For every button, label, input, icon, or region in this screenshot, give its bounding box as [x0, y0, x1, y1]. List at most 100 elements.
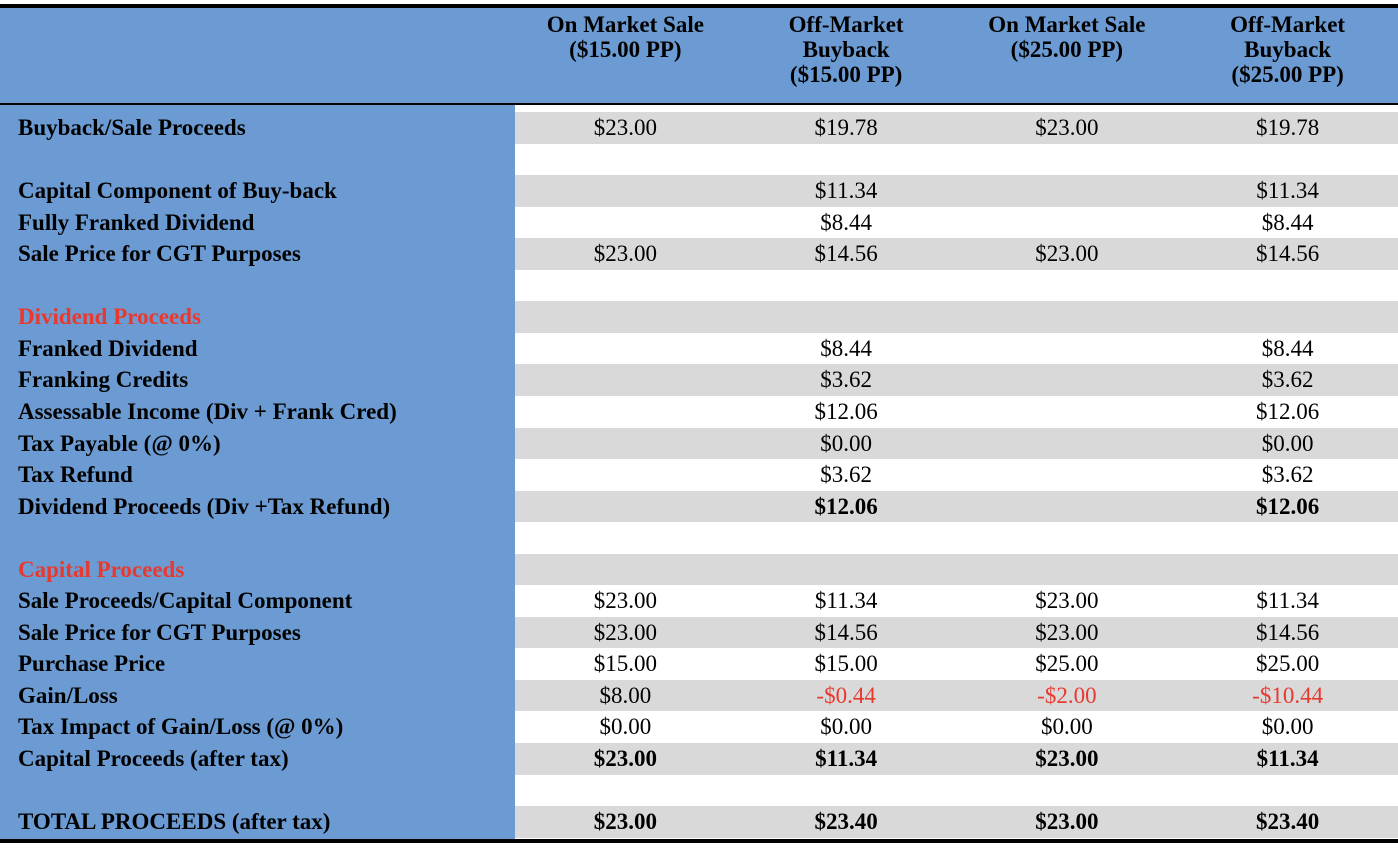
row-label: Purchase Price [18, 651, 166, 677]
row-label: Tax Impact of Gain/Loss (@ 0%) [18, 714, 344, 740]
row-background [515, 711, 1398, 744]
row-label: Tax Refund [18, 462, 133, 488]
header-line: On Market Sale [546, 12, 704, 37]
cell-value: $8.44 [820, 335, 872, 361]
header-line: Off-Market [788, 12, 904, 37]
cell-value: $15.00 [593, 651, 657, 677]
header-line: ($25.00 PP) [1231, 62, 1344, 87]
cell-value: $8.44 [1261, 209, 1314, 235]
cell-value: $23.00 [1035, 619, 1099, 645]
column-header: On Market Sale ($25.00 PP) [957, 12, 1178, 62]
cell-value: $0.00 [1041, 714, 1093, 740]
cell-value: $12.06 [1256, 398, 1320, 424]
row-label: Sale Price for CGT Purposes [18, 241, 301, 267]
header-line: Buyback [1244, 37, 1332, 62]
cell-value: -$2.00 [1037, 682, 1097, 708]
cell-value: $11.34 [1256, 178, 1319, 204]
cell-value: $14.56 [814, 241, 878, 267]
header-rule [0, 103, 1398, 105]
cell-value: $19.78 [1256, 115, 1320, 140]
cell-value: $23.00 [593, 619, 657, 645]
row-label: Franked Dividend [18, 335, 198, 361]
cell-value: $25.00 [1256, 651, 1320, 677]
cell-value: $23.00 [1035, 809, 1099, 835]
row-label: Dividend Proceeds (Div +Tax Refund) [18, 493, 391, 519]
cell-value: $11.34 [1256, 746, 1319, 771]
row-label: Gain/Loss [18, 682, 118, 708]
row-background [515, 806, 1398, 839]
row-background [515, 585, 1398, 618]
row-label: Tax Payable (@ 0%) [18, 430, 221, 456]
cell-value: $23.40 [814, 809, 878, 835]
cell-value: $23.00 [1035, 588, 1099, 614]
row-label: Sale Price for CGT Purposes [18, 619, 301, 645]
row-background [515, 459, 1398, 492]
header-line: Off-Market [1230, 12, 1346, 37]
top-border [0, 4, 1398, 8]
cell-value: $23.00 [593, 115, 657, 140]
cell-value: $8.00 [599, 682, 652, 708]
row-background [515, 490, 1398, 523]
row-background [515, 427, 1398, 460]
cell-value: $23.00 [1035, 746, 1099, 771]
cell-value: $23.40 [1256, 809, 1320, 835]
row-background [515, 143, 1398, 176]
cell-value: $23.00 [593, 241, 657, 267]
row-background [515, 269, 1398, 302]
header-line: Buyback [802, 37, 890, 62]
cell-value: $11.34 [815, 746, 878, 771]
cell-value: $23.00 [1035, 241, 1099, 267]
cell-value: $14.56 [1256, 241, 1320, 267]
row-background [515, 522, 1398, 555]
row-label: Capital Proceeds (after tax) [18, 746, 289, 771]
column-header: On Market Sale ($15.00 PP) [515, 12, 736, 62]
cell-value: $0.00 [599, 714, 652, 740]
cell-value: $0.00 [1261, 430, 1314, 456]
row-label: Sale Proceeds/Capital Component [18, 588, 353, 614]
cell-value: $8.44 [1261, 335, 1314, 361]
cell-value: $14.56 [814, 619, 878, 645]
row-background [515, 679, 1398, 713]
header-line: ($25.00 PP) [1010, 37, 1124, 62]
label-column-background [0, 105, 515, 839]
cell-value: $12.06 [1256, 493, 1320, 519]
cell-value: $3.62 [1261, 367, 1314, 393]
cell-value: $3.62 [820, 462, 872, 488]
row-background [515, 364, 1398, 397]
section-heading: Capital Proceeds [18, 556, 185, 582]
row-background [515, 206, 1398, 239]
cell-value: $0.00 [820, 430, 872, 456]
row-background [515, 112, 1398, 145]
cell-value: $15.00 [814, 651, 878, 677]
row-background [515, 743, 1398, 776]
section-heading: Dividend Proceeds [18, 304, 201, 330]
bottom-border [0, 839, 1398, 843]
cell-value: $0.00 [1261, 714, 1314, 740]
row-background [515, 648, 1398, 681]
cell-value: $23.00 [593, 746, 657, 771]
header-line: On Market Sale [988, 12, 1146, 37]
cell-value: $23.00 [593, 588, 657, 614]
column-header: Off-Market Buyback ($25.00 PP) [1177, 12, 1398, 87]
header-line: ($15.00 PP) [569, 37, 682, 62]
row-background [515, 395, 1398, 429]
cell-value: $12.06 [814, 493, 878, 519]
cell-value: $11.34 [1256, 588, 1319, 614]
header-background [0, 8, 1398, 103]
row-background [515, 553, 1398, 586]
row-label: TOTAL PROCEEDS (after tax) [18, 809, 331, 835]
cell-value: $19.78 [814, 115, 878, 140]
cell-value: -$10.44 [1252, 682, 1324, 708]
cell-value: $11.34 [814, 588, 878, 614]
cell-value: $0.00 [820, 714, 872, 740]
row-label: Buyback/Sale Proceeds [18, 115, 246, 140]
cell-value: $14.56 [1256, 619, 1320, 645]
header-line: ($15.00 PP) [789, 62, 903, 87]
cell-value: $8.44 [820, 209, 872, 235]
row-background [515, 238, 1398, 271]
cell-value: $11.34 [814, 178, 878, 204]
row-background [515, 616, 1398, 649]
row-label: Franking Credits [18, 367, 189, 393]
cell-value: $23.00 [593, 809, 657, 835]
